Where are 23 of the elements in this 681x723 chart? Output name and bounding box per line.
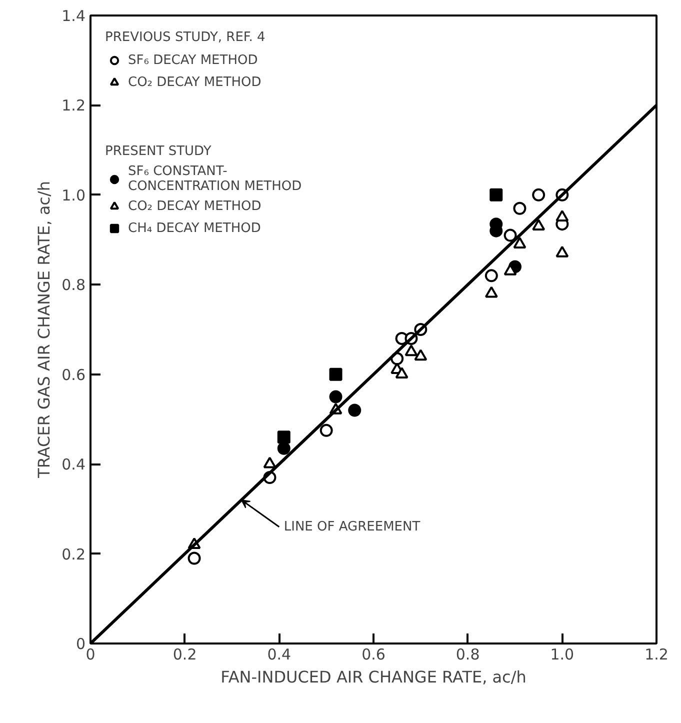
x-tick-label: 1.2 (644, 646, 668, 664)
y-tick-label: 0.4 (62, 456, 86, 474)
annotation: LINE OF AGREEMENT (284, 519, 420, 534)
x-tick-label: 0.8 (456, 646, 480, 664)
x-tick-label: 0.4 (267, 646, 292, 664)
legend-label: CO₂ DECAY METHOD (128, 74, 262, 90)
y-tick-label: 0.2 (62, 545, 86, 564)
y-tick-label: 1.4 (62, 7, 86, 25)
annotation: PREVIOUS STUDY, REF. 4 (105, 30, 266, 45)
legend-label: CH₄ DECAY METHOD (128, 220, 261, 236)
y-axis-title: TRACER GAS AIR CHANGE RATE, ac/h (34, 181, 54, 479)
x-axis-title: FAN-INDUCED AIR CHANGE RATE, ac/h (220, 668, 526, 686)
x-tick-label: 1.0 (550, 646, 574, 664)
x-tick-label: 0.2 (172, 646, 197, 664)
y-tick-label: 0.6 (62, 366, 86, 384)
y-tick-label: 0.8 (62, 276, 86, 294)
x-tick-label: 0.6 (362, 646, 386, 664)
y-tick-label: 1.0 (62, 186, 86, 204)
annotation: PRESENT STUDY (105, 144, 212, 159)
y-tick-label: 1.2 (62, 96, 86, 115)
legend-label: CO₂ DECAY METHOD (128, 198, 262, 214)
legend-label: SF₆ CONSTANT- CONCENTRATION METHOD (128, 164, 302, 194)
legend-label: SF₆ DECAY METHOD (128, 52, 258, 68)
